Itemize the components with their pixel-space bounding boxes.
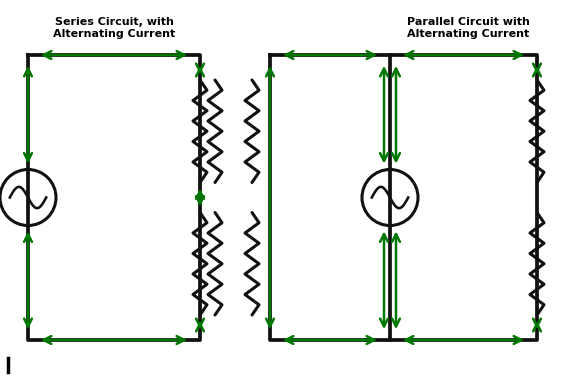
Text: Series Circuit, with
Alternating Current: Series Circuit, with Alternating Current [53,17,175,39]
Text: Parallel Circuit with
Alternating Current: Parallel Circuit with Alternating Curren… [407,17,530,39]
